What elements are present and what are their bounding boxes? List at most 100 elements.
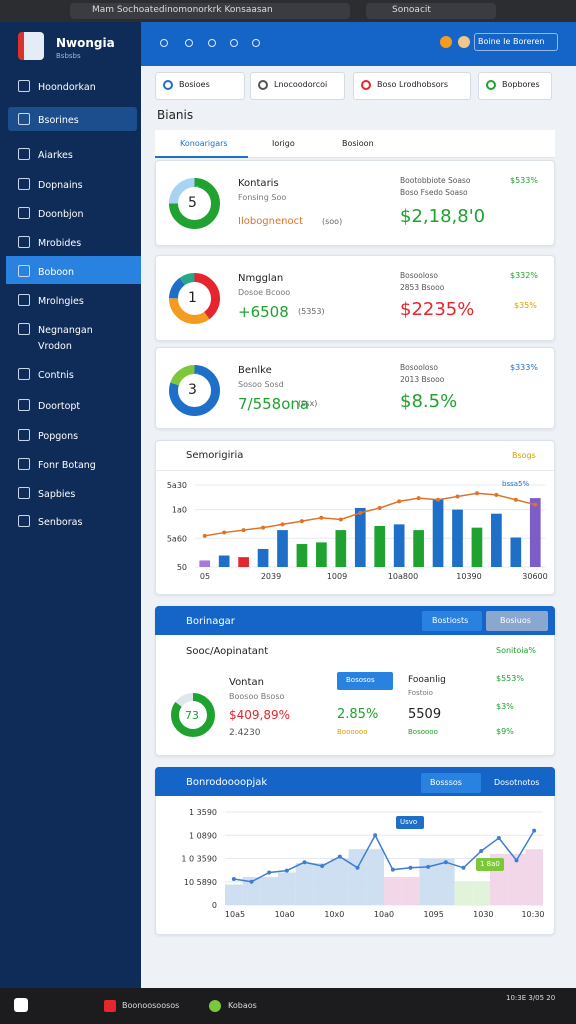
- nav-item[interactable]: Sapbies: [38, 489, 76, 500]
- nav-item[interactable]: Bsorines: [38, 115, 79, 126]
- app-icon[interactable]: [104, 1000, 116, 1012]
- point: [302, 860, 307, 865]
- bar: [366, 849, 384, 905]
- card-row: Boso Fsedo Soaso: [400, 188, 468, 197]
- bar: [257, 548, 269, 567]
- filter-label[interactable]: Bopbores: [502, 80, 540, 89]
- nav-icon: [18, 399, 30, 411]
- bar: [419, 858, 437, 905]
- user-menu[interactable]: [474, 33, 558, 51]
- tab[interactable]: Bosioon: [342, 139, 374, 148]
- card-sub: Fonsing Soo: [238, 193, 287, 202]
- filter[interactable]: [353, 72, 471, 100]
- filter-label[interactable]: Boso Lrodhobsors: [377, 80, 449, 89]
- tab[interactable]: [70, 3, 350, 19]
- bar: [413, 530, 424, 567]
- point: [202, 533, 207, 538]
- bar: [296, 544, 308, 567]
- annotation: [396, 816, 424, 829]
- header-icon[interactable]: [160, 39, 168, 47]
- col-value: 5509: [408, 707, 442, 722]
- header-icon[interactable]: [230, 39, 238, 47]
- tab[interactable]: Konoarigars: [180, 139, 228, 148]
- nav-item[interactable]: Doortopt: [38, 401, 81, 412]
- nav-icon: [18, 265, 30, 277]
- nav-item[interactable]: Mrolngies: [38, 296, 84, 307]
- legend: bssa5%: [502, 480, 530, 488]
- button[interactable]: [421, 773, 481, 793]
- start[interactable]: [14, 998, 28, 1012]
- button-label[interactable]: Bosiuos: [500, 616, 531, 625]
- button-label[interactable]: Dosotnotos: [494, 778, 540, 787]
- button[interactable]: [422, 611, 482, 631]
- right-stat: $553%: [496, 674, 524, 683]
- bar: [335, 530, 347, 567]
- nav-item[interactable]: Mrobides: [38, 238, 82, 249]
- nav-item[interactable]: Aiarkes: [38, 150, 73, 161]
- nav-item[interactable]: Contnis: [38, 370, 74, 381]
- card-metric: +6508: [238, 303, 289, 321]
- card-row: 2853 Bsooo: [400, 283, 445, 292]
- app[interactable]: Kobaos: [228, 1001, 257, 1010]
- point: [241, 528, 246, 533]
- nav-icon: [18, 294, 30, 306]
- app[interactable]: Boonoosoosos: [122, 1001, 180, 1010]
- card-title: Nmgglan: [238, 273, 284, 284]
- value: $409,89%: [229, 708, 291, 722]
- button-label[interactable]: Bososos: [346, 676, 375, 684]
- x-tick-label: 30600: [522, 572, 547, 581]
- button[interactable]: [486, 611, 548, 631]
- right-stat: $9%: [496, 727, 514, 736]
- button-label[interactable]: Bostiosts: [432, 616, 469, 625]
- header-icon[interactable]: [252, 39, 260, 47]
- metric-note: (ssx): [298, 399, 318, 408]
- point: [514, 858, 519, 863]
- tab-title[interactable]: Mam Sochoatedinomonorkrk Konsaasan: [92, 5, 273, 15]
- nav-item[interactable]: Negnangan Vrodon: [38, 325, 93, 352]
- point: [280, 522, 285, 527]
- nav-item[interactable]: Popgons: [38, 431, 79, 442]
- search-box[interactable]: [366, 3, 496, 19]
- card-row: Bootobbiote Soaso: [400, 176, 471, 185]
- kpi-card: [155, 160, 555, 246]
- nav-item[interactable]: Fonr Botang: [38, 460, 96, 471]
- nav-item[interactable]: Doonbjon: [38, 209, 84, 220]
- tab[interactable]: Iorigo: [272, 139, 295, 148]
- app-icon[interactable]: [209, 1000, 221, 1012]
- nav-active[interactable]: [6, 256, 141, 284]
- filter-label[interactable]: Bosioes: [179, 80, 210, 89]
- card-value: $2,18,8'0: [400, 206, 486, 227]
- nav-item[interactable]: Senboras: [38, 517, 83, 528]
- value-sub: 2.4230: [229, 728, 261, 738]
- point: [443, 860, 448, 865]
- nav-item[interactable]: Boboon: [38, 267, 75, 278]
- filter-label[interactable]: Lnocoodorcoi: [274, 80, 328, 89]
- y-tick-label: 1 0890: [189, 831, 217, 840]
- donut-label: 1: [188, 290, 197, 306]
- bar: [331, 858, 349, 905]
- nav-item[interactable]: Dopnains: [38, 180, 83, 191]
- bar: [384, 877, 402, 905]
- card-value: $2235%: [400, 299, 475, 320]
- filter-icon: [163, 80, 173, 90]
- nav-item[interactable]: Hoondorkan: [38, 82, 96, 93]
- filter-icon: [486, 80, 496, 90]
- header-icon[interactable]: [185, 39, 193, 47]
- avatar: [458, 36, 470, 48]
- bar: [313, 863, 331, 905]
- point: [455, 494, 460, 499]
- button[interactable]: [337, 672, 393, 690]
- bar: [529, 498, 541, 567]
- right-stat: Sonitoia%: [496, 646, 537, 655]
- header-icon[interactable]: [208, 39, 216, 47]
- user-name[interactable]: Boine Ie Boreren: [478, 37, 545, 46]
- tab-active[interactable]: [155, 130, 248, 158]
- donut-label: 5: [188, 195, 197, 211]
- x-tick-label: 10390: [456, 572, 481, 581]
- search-text[interactable]: Sonoacit: [392, 5, 431, 15]
- col-sub: Fostoio: [408, 689, 433, 697]
- annotation: [476, 858, 504, 871]
- button-label[interactable]: Bosssos: [430, 778, 462, 787]
- chart-title: Bonrodoooopjak: [186, 777, 268, 788]
- point: [249, 879, 254, 884]
